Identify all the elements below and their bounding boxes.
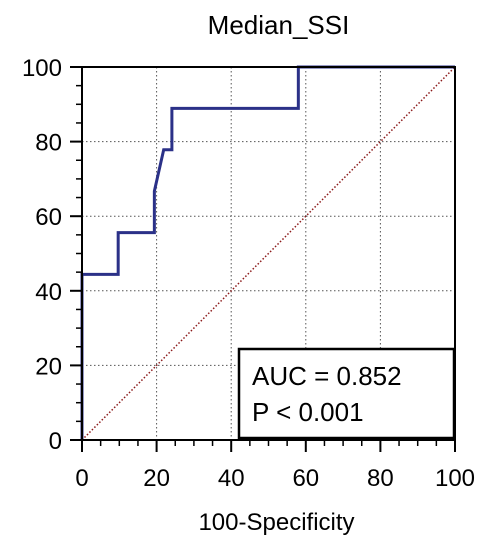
auc-text: AUC = 0.852 [252,361,402,391]
x-tick-label: 0 [75,465,88,492]
y-tick-label: 20 [35,353,62,380]
plot-series [80,65,456,441]
y-tick-label: 100 [22,55,62,82]
x-tick-label: 40 [218,465,245,492]
p-value-text: P < 0.001 [252,397,364,427]
y-tick-label: 40 [35,279,62,306]
x-tick-label: 20 [143,465,170,492]
x-tick-label: 100 [435,465,475,492]
x-tick-label: 80 [367,465,394,492]
x-axis-label: 100-Specificity [198,509,354,536]
roc-curve-line [80,65,455,440]
axes: 0 20 40 60 80 100 0 20 40 60 80 100 [22,55,475,492]
reference-diagonal-line [81,66,456,441]
y-tick-label: 0 [49,428,62,455]
chart-title: Median_SSI [208,10,350,40]
annotation-box [237,347,456,440]
y-tick-label: 60 [35,204,62,231]
auc-annotation: AUC = 0.852 P < 0.001 [237,347,456,440]
y-tick-label: 80 [35,130,62,157]
x-tick-label: 60 [292,465,319,492]
